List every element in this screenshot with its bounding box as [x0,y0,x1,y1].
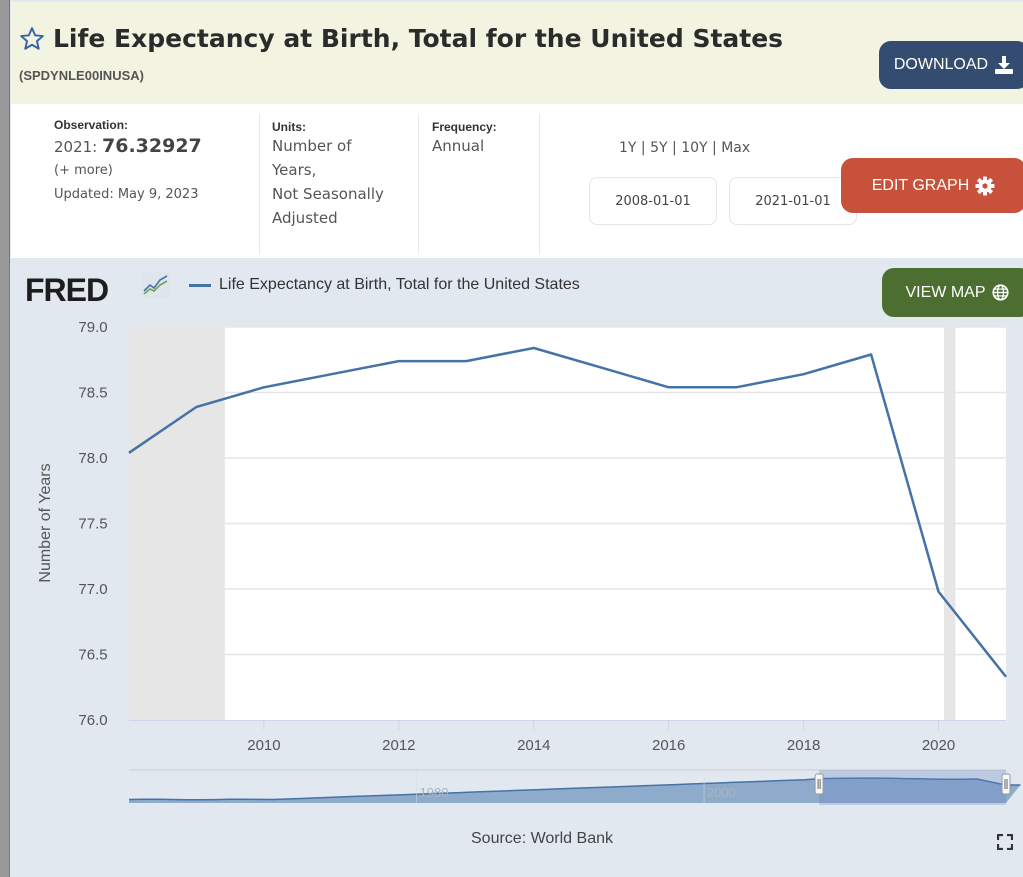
more-observations-link[interactable]: (+ more) [54,163,113,178]
range-10y[interactable]: 10Y [681,140,708,156]
y-tick-label: 78.5 [78,385,107,402]
frequency-block: Frequency: Annual [418,114,497,254]
updated-date: Updated: May 9, 2023 [54,187,199,202]
range-1y[interactable]: 1Y [619,140,637,156]
y-tick-label: 76.0 [78,712,107,729]
chart-legend: Life Expectancy at Birth, Total for the … [189,276,580,294]
end-date-input[interactable]: 2021-01-01 [729,177,857,225]
line-chart: 76.0 76.5 77.0 77.5 78.0 78.5 79.0 2010 2012 201… [37,319,1021,805]
handle-body[interactable] [814,773,824,795]
units-line: Years, [272,161,317,179]
navigator-line [128,777,1021,801]
units-line: Not Seasonally [272,185,384,203]
series-line [128,346,1007,678]
y-tick-label: 79.0 [78,319,107,336]
date-range-links: 1Y | 5Y | 10Y | Max [619,140,750,156]
edit-graph-label: EDIT GRAPH [871,176,970,194]
gear-icon [975,176,995,195]
x-tick-label: 2016 [652,737,685,754]
observation-latest: 2021: 76.32927 [54,134,202,159]
fullscreen-icon[interactable] [997,834,1013,850]
view-map-label: VIEW MAP [905,283,986,301]
frequency-value: Annual [432,137,485,155]
legend-swatch [189,283,211,287]
units-label: Units: [272,120,306,134]
x-tick-label: 2014 [517,737,550,754]
download-button[interactable]: DOWNLOAD [879,41,1023,89]
y-tick-label: 77.5 [78,516,107,533]
globe-icon [991,284,1009,301]
units-line: Number of [272,137,352,155]
y-tick-label: 76.5 [78,647,107,664]
range-max[interactable]: Max [721,140,751,156]
navigator-handle[interactable] [1001,773,1011,795]
observation-date: 2021: [54,138,98,156]
chart-source: Source: World Bank [471,830,613,847]
navigator-selection [819,770,1006,805]
view-map-button[interactable]: VIEW MAP [882,268,1023,317]
star-outline-icon[interactable] [19,26,45,52]
range-separator: | [636,140,651,156]
x-tick-label: 2010 [247,737,280,754]
download-icon [995,56,1014,74]
y-tick-label: 78.0 [78,450,107,467]
x-tick-label: 2018 [787,737,820,754]
navigator-label: 1980 [420,785,449,800]
page-title: Life Expectancy at Birth, Total for the … [19,24,783,53]
divider [539,114,540,254]
range-separator: | [707,140,722,156]
y-tick-label: 77.0 [78,581,107,598]
window-edge [0,0,10,877]
fred-logo: FRED [25,272,109,308]
observation-label: Observation: [54,118,129,132]
navigator-label: 2000 [707,785,736,800]
range-5y[interactable]: 5Y [650,140,668,156]
units-block: Units: Number of Years, Not Seasonally A… [259,114,384,254]
handle-body[interactable] [1001,773,1011,795]
series-header: Life Expectancy at Birth, Total for the … [11,2,1023,104]
title-text: Life Expectancy at Birth, Total for the … [53,24,784,53]
frequency-label: Frequency: [432,120,497,134]
series-id: (SPDYNLE00INUSA) [19,68,144,83]
range-separator: | [667,140,682,156]
x-tick-label: 2012 [382,737,415,754]
download-label: DOWNLOAD [893,56,989,73]
units-line: Adjusted [272,209,338,227]
observation-block: Observation: 2021: 76.32927 (+ more) Upd… [54,118,202,207]
page: Life Expectancy at Birth, Total for the … [11,0,1023,877]
x-tick-label: 2020 [922,737,955,754]
navigator-handle[interactable] [814,773,824,795]
start-date-input[interactable]: 2008-01-01 [589,177,717,225]
fred-chart-icon [141,272,171,298]
legend-label: Life Expectancy at Birth, Total for the … [219,276,580,293]
edit-graph-button[interactable]: EDIT GRAPH [841,158,1023,213]
y-axis-label: Number of Years [37,463,54,582]
observation-value: 76.32927 [102,135,202,157]
